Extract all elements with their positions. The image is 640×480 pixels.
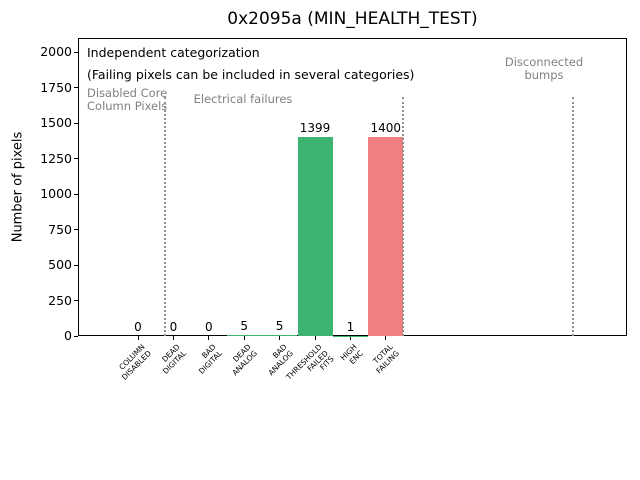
x-tick <box>385 336 387 340</box>
bar-value-label: 5 <box>240 319 248 333</box>
y-tick <box>74 335 78 337</box>
plot-area <box>78 38 627 336</box>
annotation-line: Electrical failures <box>193 92 293 106</box>
annotation-line: Disabled Core <box>87 86 168 100</box>
bar-value-label: 1 <box>346 319 355 334</box>
y-tick <box>74 158 78 160</box>
bar <box>297 137 333 336</box>
y-tick-label: 0 <box>64 328 72 343</box>
annotation-line: Independent categorization <box>87 45 260 60</box>
bar-value-label: 0 <box>169 320 178 334</box>
annotation-independent-categorization: Independent categorization <box>87 42 260 64</box>
bar-value-label: 0 <box>134 320 142 334</box>
y-tick <box>74 229 78 231</box>
bar-value-label: 5 <box>275 319 284 333</box>
annotation-disabled-core-column-pixels: Disabled Core Column Pixels <box>87 87 167 113</box>
x-tick <box>279 336 281 340</box>
chart-title: 0x2095a (MIN_HEALTH_TEST) <box>227 9 478 29</box>
y-tick-label: 1000 <box>40 186 72 202</box>
annotation-electrical-failures: Electrical failures <box>194 93 293 106</box>
annotation-failing-pixels-note: (Failing pixels can be included in sever… <box>87 64 414 86</box>
y-tick-label: 250 <box>48 292 72 308</box>
y-tick <box>74 51 78 53</box>
y-tick-label: 500 <box>48 257 72 273</box>
annotation-line: Disconnected <box>504 55 584 69</box>
section-divider <box>402 97 404 336</box>
bar <box>368 137 404 336</box>
y-tick-label: 1750 <box>40 79 72 95</box>
y-tick <box>74 264 78 266</box>
bar-value-label: 1400 <box>370 121 402 136</box>
y-tick-label: 750 <box>48 221 72 237</box>
section-divider <box>572 97 574 336</box>
x-tick <box>243 336 245 340</box>
x-tick <box>349 336 351 340</box>
annotation-line: Column Pixels <box>87 99 168 113</box>
y-tick <box>74 300 78 302</box>
y-tick-label: 1250 <box>40 150 72 166</box>
annotation-line: bumps <box>524 68 564 82</box>
y-tick <box>74 193 78 195</box>
x-tick <box>208 336 210 340</box>
annotation-line: (Failing pixels can be included in sever… <box>87 67 415 82</box>
y-tick-label: 2000 <box>40 44 72 60</box>
bar-value-label: 1399 <box>299 121 331 136</box>
y-tick <box>74 122 78 124</box>
x-tick <box>314 336 316 340</box>
section-divider <box>164 97 166 336</box>
x-tick <box>172 336 174 340</box>
y-tick-label: 1500 <box>40 115 72 131</box>
x-tick <box>137 336 139 340</box>
y-tick <box>74 87 78 89</box>
bar <box>262 335 298 336</box>
bar <box>226 335 262 336</box>
annotation-disconnected-bumps: Disconnected bumps <box>505 56 583 82</box>
bar-value-label: 0 <box>204 320 213 334</box>
